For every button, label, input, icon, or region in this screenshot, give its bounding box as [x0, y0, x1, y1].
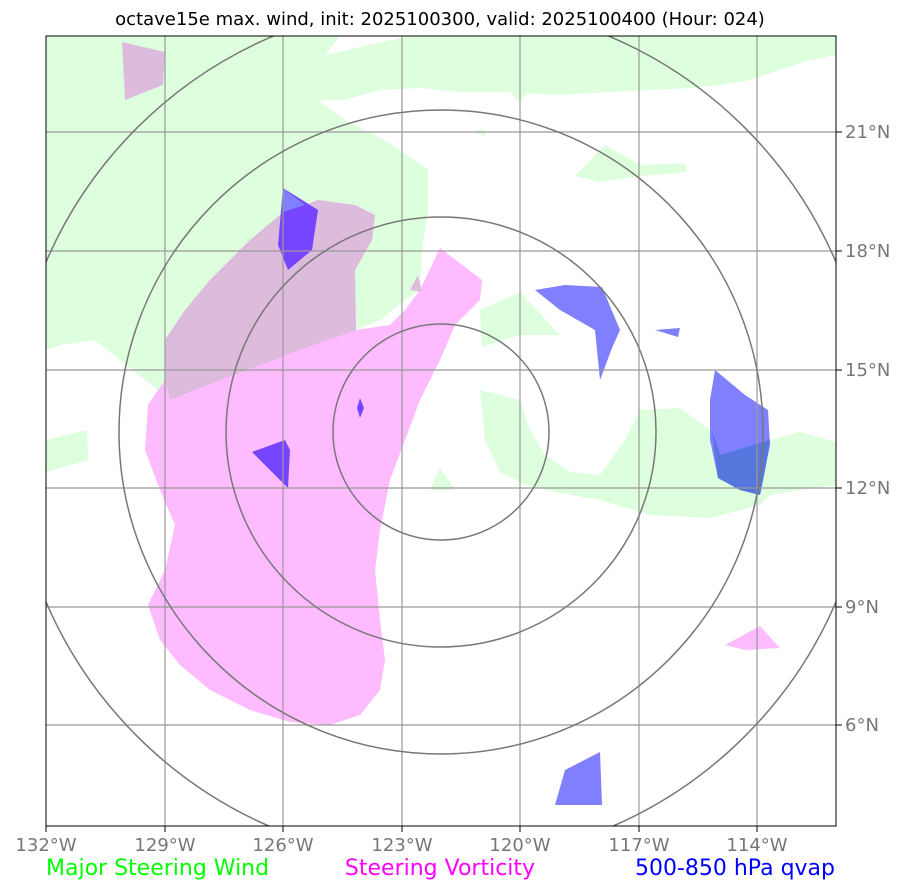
map-area [46, 36, 836, 826]
plot-frame [45, 35, 837, 827]
lat-tick-label: 6°N [845, 715, 879, 736]
steering-wind-region-small-north [510, 92, 528, 102]
lon-tick-label: 114°W [726, 835, 787, 856]
overlap-region-northwest [165, 200, 375, 400]
figure-title: octave15e max. wind, init: 2025100300, v… [115, 9, 765, 30]
range-ring-3 [118, 109, 764, 755]
lat-tick-label: 12°N [845, 478, 890, 499]
graticule [46, 36, 836, 826]
lon-tick-labels: 132°W 129°W 126°W 123°W 120°W 117°W 114°… [15, 835, 787, 856]
steering-wind-region-north-patch [310, 36, 610, 100]
lon-tick-label: 123°W [371, 835, 432, 856]
lat-tick-label: 9°N [845, 597, 879, 618]
steering-vorticity-region-southeast [725, 626, 780, 650]
wind-vorticity-overlap-layer [122, 42, 422, 400]
lat-tick-label: 15°N [845, 360, 890, 381]
overlap-region-center-north [410, 275, 422, 292]
steering-wind-region-small-center [430, 468, 455, 490]
range-ring-2 [225, 216, 657, 648]
qvap-region-north-center-top [283, 188, 305, 212]
lat-tick-marks [836, 131, 842, 726]
legend-steering-vorticity: Steering Vorticity [345, 856, 535, 881]
qvap-region-east-small [655, 328, 680, 337]
overlap-region-north-corner [122, 42, 165, 100]
qvap-region-east-over-wind [712, 430, 770, 495]
qvap-region-center-west [252, 440, 290, 488]
steering-wind-region-west [46, 430, 88, 472]
qvap-region-center-east [535, 285, 620, 380]
qvap-region-south [555, 752, 602, 805]
qvap-layer [252, 188, 770, 805]
lon-tick-marks [45, 826, 758, 832]
legend-qvap: 500-850 hPa qvap [635, 856, 835, 881]
lon-tick-label: 129°W [134, 835, 195, 856]
lon-tick-label: 126°W [252, 835, 313, 856]
lat-tick-label: 18°N [845, 241, 890, 262]
lon-tick-label: 132°W [15, 835, 76, 856]
qvap-region-small-center [357, 398, 364, 418]
lat-tick-labels: 21°N 18°N 15°N 12°N 9°N 6°N [845, 122, 890, 736]
steering-wind-region-north [410, 36, 836, 92]
lat-tick-label: 21°N [845, 122, 890, 143]
lon-tick-label: 117°W [608, 835, 669, 856]
range-rings [46, 36, 836, 826]
lon-tick-label: 120°W [489, 835, 550, 856]
legend-steering-wind: Major Steering Wind [46, 856, 269, 881]
range-ring-1 [332, 323, 550, 541]
